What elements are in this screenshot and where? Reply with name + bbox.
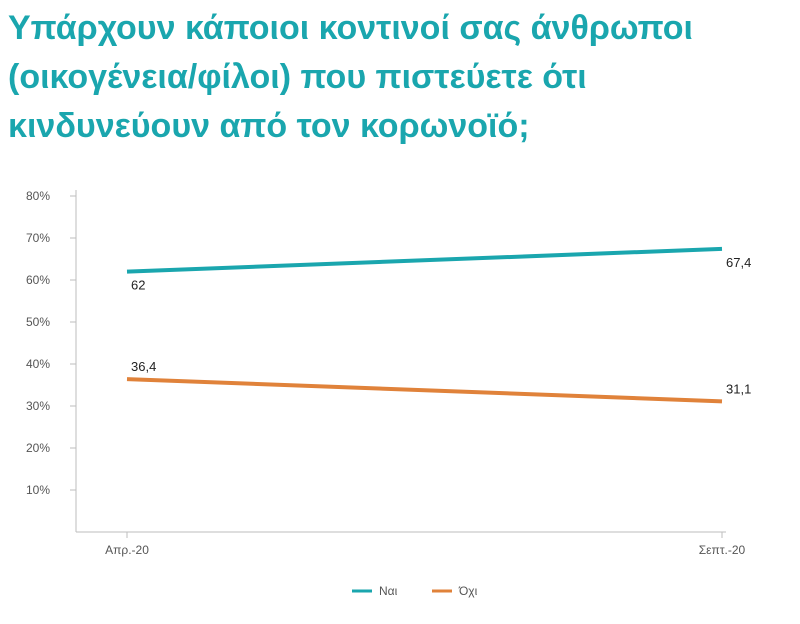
legend-label: Όχι (458, 584, 478, 598)
y-tick-label: 60% (26, 273, 50, 287)
data-label: 67,4 (726, 255, 751, 270)
y-tick-label: 70% (26, 231, 50, 245)
y-tick-label: 30% (26, 399, 50, 413)
series-line-nai (126, 246, 723, 274)
y-tick-label: 50% (26, 315, 50, 329)
y-tick-label: 20% (26, 441, 50, 455)
y-tick-label: 40% (26, 357, 50, 371)
series-line-ochi (126, 377, 723, 404)
data-label: 62 (131, 278, 145, 293)
x-tick-label: Απρ.-20 (105, 543, 149, 557)
chart-title: Υπάρχουν κάποιοι κοντινοί σας άνθρωποι (… (8, 4, 788, 151)
title-line-3: κινδυνεύουν από τον κορωνοϊό; (8, 107, 530, 145)
y-tick-label: 10% (26, 483, 50, 497)
title-line-1: Υπάρχουν κάποιοι κοντινοί σας άνθρωποι (8, 9, 693, 47)
legend-label: Ναι (379, 584, 398, 598)
data-label: 31,1 (726, 381, 751, 396)
data-label: 36,4 (131, 359, 156, 374)
y-tick-label: 80% (26, 189, 50, 203)
x-tick-label: Σεπτ.-20 (699, 543, 746, 557)
title-line-2: (οικογένεια/φίλοι) που πιστεύετε ότι (8, 58, 587, 96)
